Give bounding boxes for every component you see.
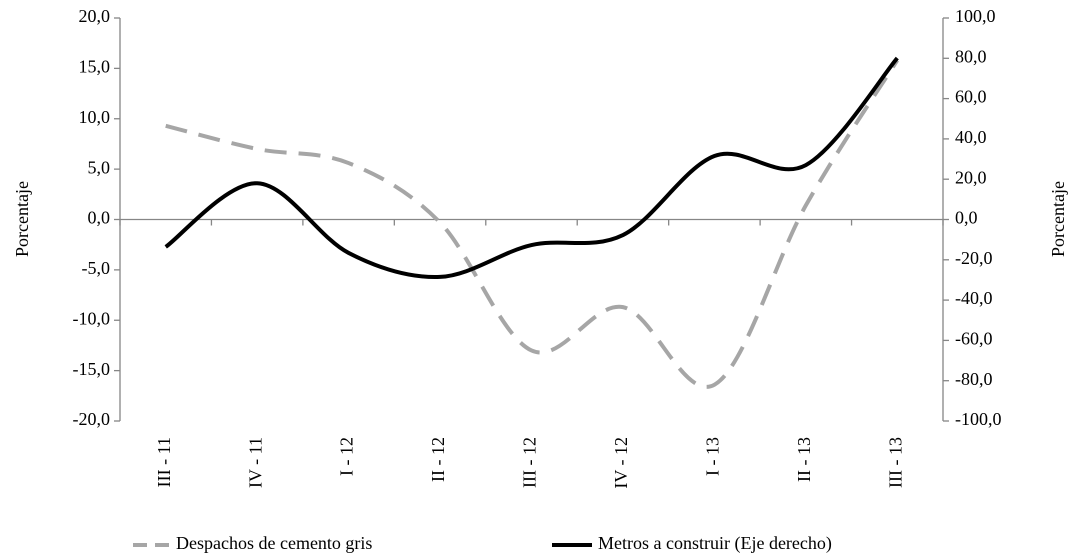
x-tick-label: I - 12 [337, 437, 357, 476]
x-tick-label: III - 13 [885, 437, 905, 488]
series-line [165, 59, 899, 389]
x-tick-label: II - 12 [428, 437, 448, 482]
y-tick-label: 20,0 [79, 6, 111, 26]
y2-tick-label: -100,0 [955, 409, 1002, 429]
y2-tick-label: 60,0 [955, 87, 987, 107]
y-tick-label: -5,0 [82, 258, 111, 278]
y-tick-label: 0,0 [88, 208, 111, 228]
y2-tick-label: 100,0 [955, 6, 996, 26]
x-tick-label: III - 11 [154, 437, 174, 487]
x-tick-label: III - 12 [520, 437, 540, 488]
y2-tick-label: -60,0 [955, 329, 993, 349]
y2-tick-label: -80,0 [955, 369, 993, 389]
legend-label: Metros a construir (Eje derecho) [598, 533, 832, 554]
y-tick-label: -10,0 [73, 308, 111, 328]
y2-tick-label: 0,0 [955, 208, 978, 228]
x-tick-label: I - 13 [703, 437, 723, 476]
y2-tick-label: 20,0 [955, 167, 987, 187]
x-tick-label: IV - 11 [245, 437, 265, 488]
y2-tick-label: 40,0 [955, 127, 987, 147]
x-tick-label: II - 13 [794, 437, 814, 482]
y-tick-label: -20,0 [73, 409, 111, 429]
y-tick-label: 10,0 [79, 107, 111, 127]
y2-tick-label: -40,0 [955, 288, 993, 308]
y2-tick-label: -20,0 [955, 248, 993, 268]
y-axis-label: Porcentaje [12, 181, 32, 257]
legend-label: Despachos de cemento gris [176, 533, 372, 553]
y-tick-label: 5,0 [88, 157, 111, 177]
y-tick-label: -15,0 [73, 359, 111, 379]
y-tick-label: 15,0 [79, 57, 111, 77]
series-line [164, 56, 899, 279]
x-tick-label: IV - 12 [611, 437, 631, 489]
y2-axis-label: Porcentaje [1048, 181, 1068, 257]
y2-tick-label: 80,0 [955, 46, 987, 66]
